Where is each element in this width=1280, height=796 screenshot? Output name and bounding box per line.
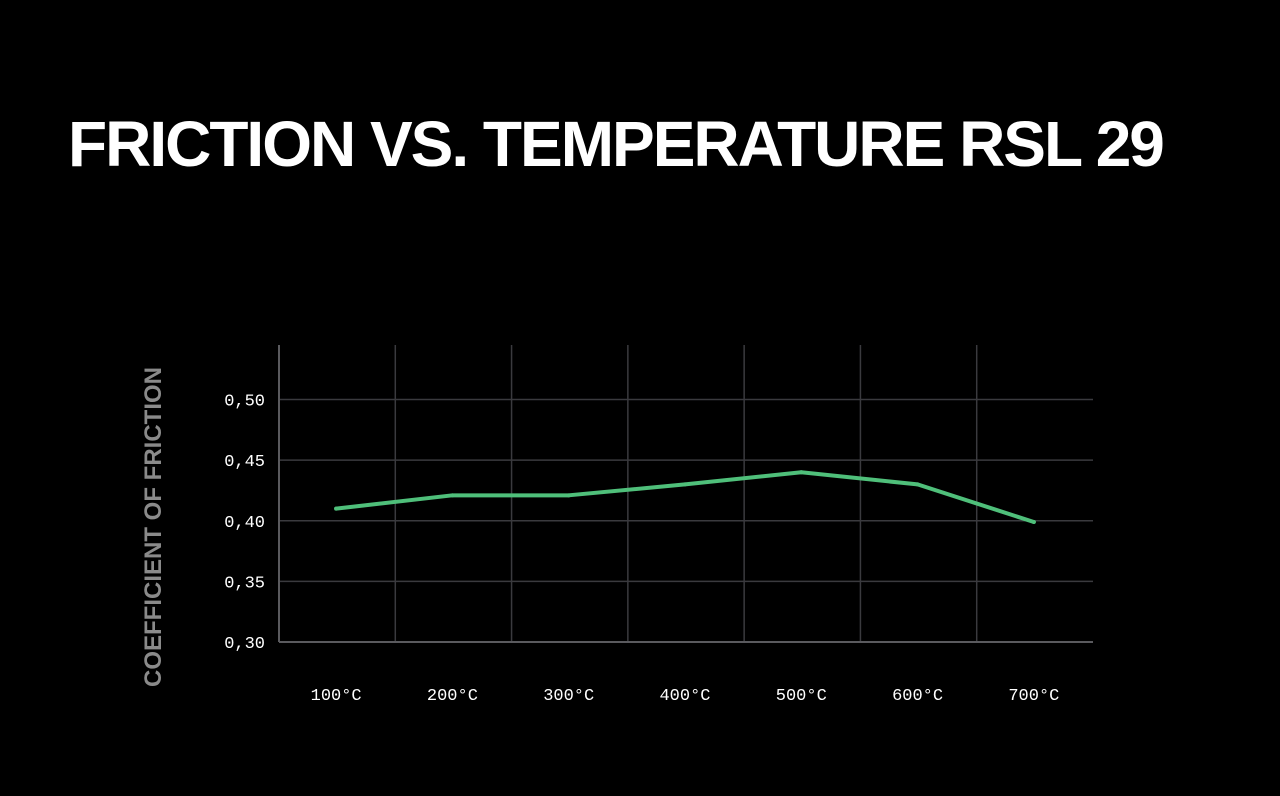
series-line: [334, 470, 1036, 524]
y-tick-labels: 0,30 0,35 0,40 0,45 0,50: [224, 393, 265, 654]
x-tick-labels: 100°C 200°C 300°C 400°C 500°C 600°C 700°C: [311, 687, 1060, 706]
data-point: [683, 482, 687, 487]
data-point: [1031, 519, 1036, 524]
data-point: [799, 470, 804, 475]
x-tick-label: 300°C: [543, 687, 594, 706]
grid: [279, 345, 1093, 642]
series: [334, 470, 1036, 524]
axes: [278, 345, 1093, 643]
data-point: [566, 493, 571, 498]
x-tick-label: 700°C: [1008, 687, 1059, 706]
y-tick-label: 0,40: [224, 514, 265, 533]
data-point: [334, 506, 339, 511]
x-tick-label: 200°C: [427, 687, 478, 706]
y-tick-label: 0,35: [224, 574, 265, 593]
x-tick-label: 100°C: [311, 687, 362, 706]
x-tick-label: 500°C: [776, 687, 827, 706]
y-tick-label: 0,50: [224, 393, 265, 412]
chart-title: FRICTION VS. TEMPERATURE RSL 29: [68, 108, 1165, 180]
y-tick-label: 0,30: [224, 635, 265, 654]
x-tick-label: 600°C: [892, 687, 943, 706]
y-axis-label: COEFFICIENT OF FRICTION: [140, 367, 167, 687]
data-point: [915, 482, 920, 487]
y-tick-label: 0,45: [224, 453, 265, 472]
x-tick-label: 400°C: [659, 687, 710, 706]
data-point: [450, 493, 455, 498]
